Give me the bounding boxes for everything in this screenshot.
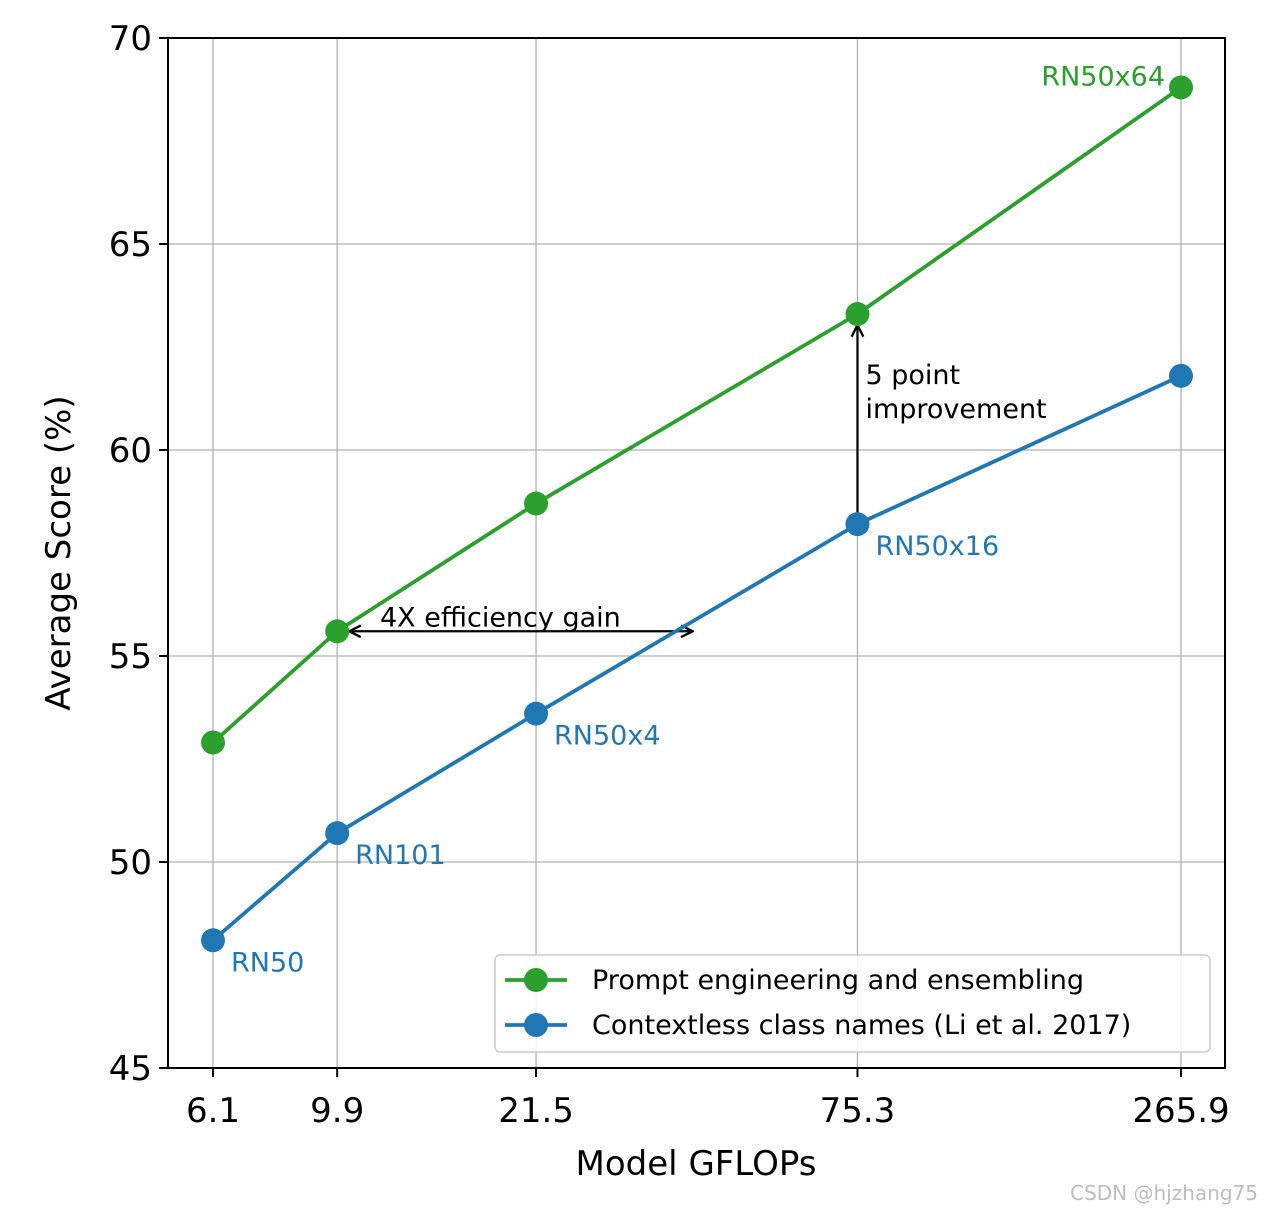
legend-swatch-marker [524,1013,548,1037]
plot-frame [167,37,1226,1069]
y-tick-label: 55 [109,637,152,677]
legend-swatch-marker [524,968,548,992]
series-lines [201,75,1193,953]
x-tick-label: 21.5 [498,1091,574,1131]
x-tick-label: 75.3 [820,1091,896,1131]
legend-box [494,954,1211,1053]
improvement-label: 5 point [865,360,960,391]
grid-lines [168,37,1225,1069]
x-axis-label: Model GFLOPs [576,1144,817,1184]
legend-entry: Prompt engineering and ensembling [592,965,1084,996]
y-tick-label: 50 [109,843,152,883]
series-1-point [1169,363,1193,388]
legend-entry: Contextless class names (Li et al. 2017) [592,1010,1131,1041]
y-tick-label: 60 [109,431,152,471]
series-0-point [845,302,870,327]
point-label: RN50x16 [875,531,999,562]
efficiency-label: 4X efficiency gain [380,602,621,633]
x-tick-label: 6.1 [186,1091,240,1131]
improvement-label: improvement [865,394,1046,425]
point-labels: RN50 RN101 RN50x4 RN50x16 RN50x64 [231,61,1165,978]
point-label: RN101 [355,840,446,871]
x-tick-label: 265.9 [1132,1091,1229,1131]
watermark: CSDN @hjzhang75 [1070,1181,1258,1205]
y-axis-label: Average Score (%) [39,395,79,710]
series-1-point [524,701,549,726]
point-label: RN50x64 [1041,61,1165,92]
y-tick-label: 45 [109,1049,152,1089]
series-0-point [325,619,350,644]
series-1-point [201,928,225,953]
series-0-point [201,730,225,755]
series-1-point [845,512,870,537]
legend: Prompt engineering and ensembling Context… [494,954,1211,1053]
x-tick-label: 9.9 [310,1091,364,1131]
series-0-point [524,491,549,516]
series-0-point [1169,75,1193,100]
point-label: RN50x4 [554,721,660,752]
series-1-point [325,821,350,846]
axis-ticks: 6.1 9.9 21.5 75.3 265.9 45 50 55 60 65 70 [109,19,1230,1131]
y-tick-label: 65 [109,225,152,265]
point-label: RN50 [231,947,304,978]
y-tick-label: 70 [109,19,152,59]
